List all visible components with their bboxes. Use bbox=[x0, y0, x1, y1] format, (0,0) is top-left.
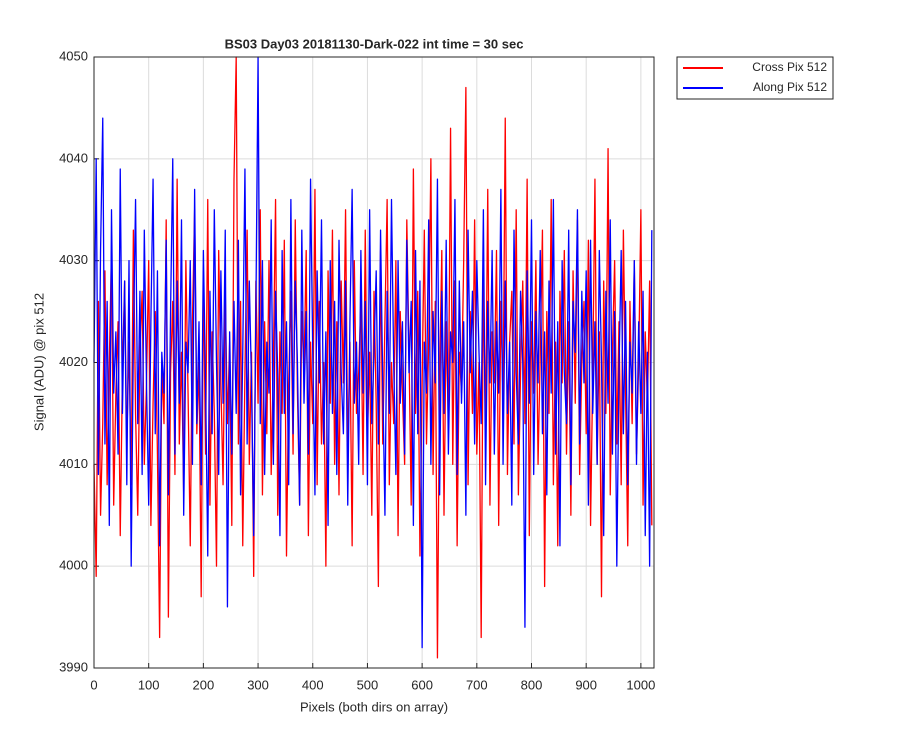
chart-title: BS03 Day03 20181130-Dark-022 int time = … bbox=[225, 36, 524, 51]
y-tick-label: 4030 bbox=[59, 252, 88, 267]
y-axis-label: Signal (ADU) @ pix 512 bbox=[31, 293, 46, 431]
legend-label: Along Pix 512 bbox=[753, 80, 827, 94]
x-tick-label: 500 bbox=[357, 677, 379, 692]
x-tick-label: 700 bbox=[466, 677, 488, 692]
x-tick-label: 900 bbox=[575, 677, 597, 692]
x-tick-label: 1000 bbox=[626, 677, 655, 692]
y-tick-label: 4020 bbox=[59, 354, 88, 369]
x-tick-label: 200 bbox=[193, 677, 215, 692]
y-tick-label: 4010 bbox=[59, 456, 88, 471]
y-tick-label: 3990 bbox=[59, 659, 88, 674]
x-tick-label: 400 bbox=[302, 677, 324, 692]
x-tick-label: 0 bbox=[90, 677, 97, 692]
x-tick-label: 300 bbox=[247, 677, 269, 692]
y-tick-label: 4000 bbox=[59, 558, 88, 573]
legend-box bbox=[676, 56, 834, 100]
x-tick-label: 800 bbox=[521, 677, 543, 692]
x-axis-label: Pixels (both dirs on array) bbox=[300, 699, 448, 714]
x-tick-label: 100 bbox=[138, 677, 160, 692]
y-tick-label: 4050 bbox=[59, 48, 88, 63]
x-tick-label: 600 bbox=[411, 677, 433, 692]
y-tick-label: 4040 bbox=[59, 150, 88, 165]
axes-box bbox=[93, 56, 655, 669]
legend-label: Cross Pix 512 bbox=[752, 60, 827, 74]
series-line bbox=[93, 56, 653, 649]
